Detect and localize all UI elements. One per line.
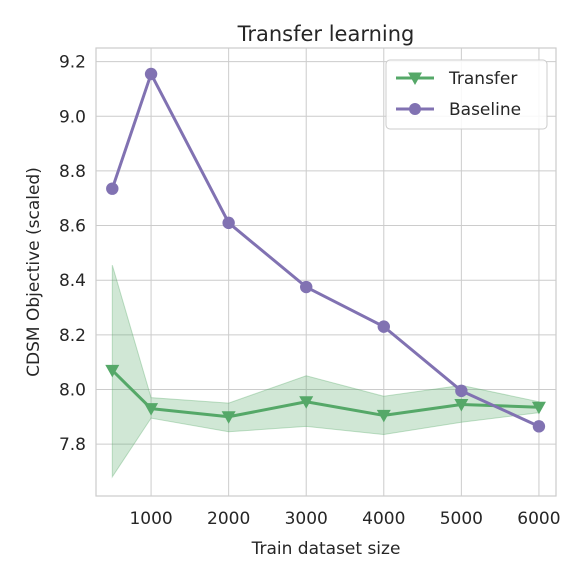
transfer-data-point: [454, 398, 469, 412]
series-lines: [105, 67, 546, 433]
x-tick-label: 5000: [440, 509, 483, 529]
y-tick-label: 9.2: [59, 53, 86, 73]
x-tick-label: 6000: [517, 509, 560, 529]
legend-marker-transfer: [408, 72, 422, 85]
baseline-data-point: [377, 320, 390, 333]
y-tick-label: 8.6: [59, 217, 86, 237]
transfer-data-point: [221, 411, 236, 424]
y-tick-label: 8.2: [59, 326, 86, 346]
y-axis-label: CDSM Objective (scaled): [24, 167, 44, 377]
legend-label-baseline: Baseline: [449, 100, 521, 120]
baseline-data-point: [300, 280, 313, 294]
baseline-data-point: [455, 384, 468, 398]
x-tick-label: 2000: [207, 509, 250, 529]
x-axis-label: Train dataset size: [251, 539, 401, 559]
x-axis-ticks: 1000 2000 3000 4000 5000 6000: [129, 509, 560, 529]
transfer-data-point: [144, 403, 159, 416]
y-tick-label: 7.8: [59, 435, 86, 455]
y-tick-label: 8.4: [59, 271, 86, 291]
baseline-data-point: [532, 420, 546, 433]
baseline-data-point: [222, 216, 235, 230]
y-tick-label: 8.0: [59, 380, 86, 400]
y-axis-ticks: 7.8 8.0 8.2 8.4 8.6 8.8 9.0 9.2: [59, 53, 86, 455]
x-tick-label: 1000: [129, 509, 172, 529]
y-tick-label: 9.0: [59, 107, 86, 127]
baseline-data-point: [144, 67, 158, 81]
legend-label-transfer: Transfer: [448, 69, 517, 89]
transfer-data-point: [105, 364, 120, 378]
x-tick-label: 4000: [362, 509, 405, 529]
transfer-data-point: [376, 409, 391, 423]
chart-title: Transfer learning: [237, 22, 415, 46]
baseline-data-point: [106, 182, 119, 195]
transfer-data-point: [531, 401, 546, 415]
plot-frame: [95, 47, 557, 497]
legend-marker-baseline: [409, 103, 421, 115]
transfer-data-point: [299, 396, 314, 409]
x-tick-label: 3000: [285, 509, 328, 529]
y-tick-label: 8.8: [59, 162, 86, 182]
legend: Transfer Baseline: [385, 59, 548, 130]
